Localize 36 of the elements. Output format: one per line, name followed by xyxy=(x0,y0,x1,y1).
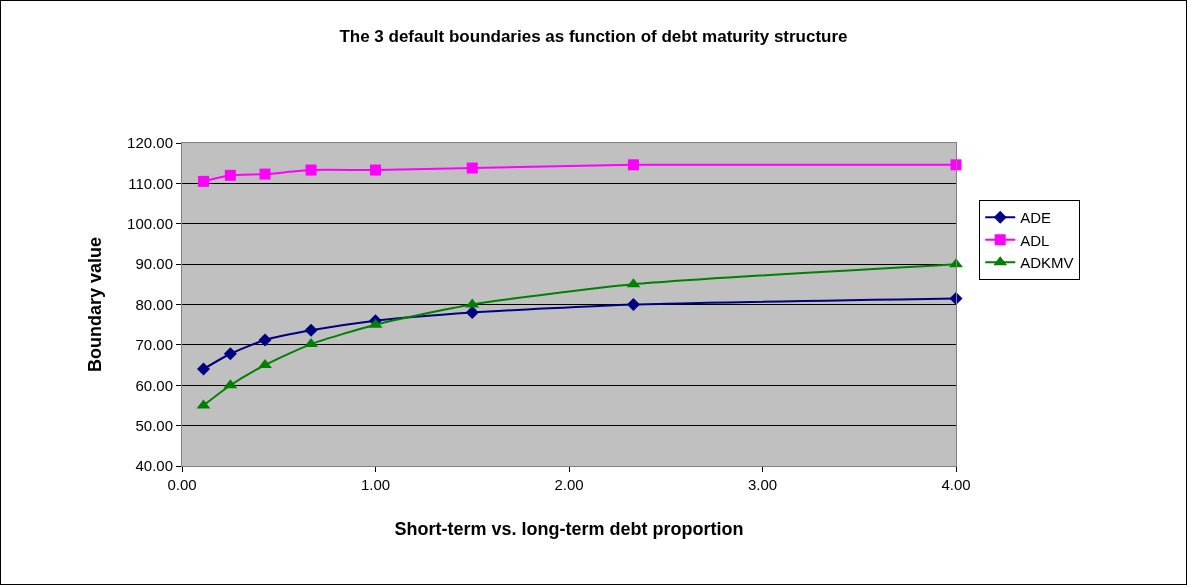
y-tick-label: 80.00 xyxy=(135,295,173,313)
y-tick-label: 70.00 xyxy=(135,336,173,354)
point xyxy=(627,159,639,171)
y-tick-label: 90.00 xyxy=(135,255,173,273)
point xyxy=(305,164,317,176)
y-tick-label: 120.00 xyxy=(127,134,173,152)
x-tick-label: 2.00 xyxy=(554,476,584,493)
y-tick-label: 100.00 xyxy=(127,215,173,232)
y-tick-label: 110.00 xyxy=(128,174,173,192)
point xyxy=(223,347,237,361)
point xyxy=(950,159,962,171)
y-tick-label: 60.00 xyxy=(135,376,173,394)
x-tick-label: 4.00 xyxy=(941,476,971,493)
point xyxy=(259,168,271,180)
point xyxy=(370,164,381,176)
point xyxy=(258,333,272,347)
x-tick-label: 3.00 xyxy=(747,476,778,493)
point xyxy=(465,306,479,320)
point xyxy=(197,175,209,187)
y-tick-label: 40.00 xyxy=(135,457,173,475)
chart-title: The 3 default boundaries as function of debt maturity structure xyxy=(339,27,848,47)
x-axis-title: Short-term vs. long-term debt proportion xyxy=(394,519,744,540)
x-tick-label: 1.00 xyxy=(360,476,391,493)
point xyxy=(196,362,210,376)
point xyxy=(304,323,318,337)
point xyxy=(258,359,272,369)
point xyxy=(626,298,640,311)
y-tick-label: 50.00 xyxy=(135,416,173,434)
legend-label: ADL xyxy=(1020,231,1050,249)
x-tick-label: 0.00 xyxy=(167,476,197,493)
point xyxy=(304,338,318,348)
legend-label: ADKMV xyxy=(1020,254,1074,271)
legend-label: ADE xyxy=(1020,209,1052,226)
point xyxy=(224,169,236,181)
point xyxy=(466,162,478,174)
y-axis-title: Boundary value xyxy=(85,236,106,373)
